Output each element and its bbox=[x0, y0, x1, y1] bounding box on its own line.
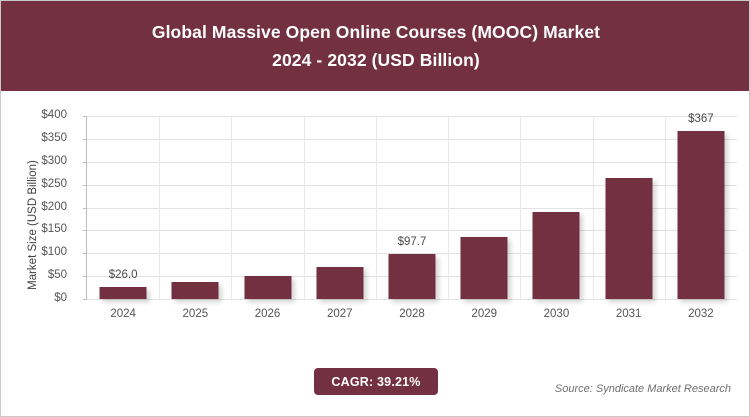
bar[interactable] bbox=[460, 236, 508, 299]
bar-value-label: $367 bbox=[688, 113, 714, 126]
chart-header-banner: Global Massive Open Online Courses (MOOC… bbox=[1, 1, 749, 91]
bar-slot: $367 bbox=[665, 113, 737, 299]
x-axis-tick-label: 2024 bbox=[110, 308, 136, 320]
vertical-gridline bbox=[231, 116, 233, 299]
x-axis-tick-label: 2026 bbox=[254, 308, 281, 320]
bar-slot bbox=[593, 116, 665, 299]
x-axis-tick-label: 2025 bbox=[182, 308, 209, 320]
bar[interactable] bbox=[99, 287, 147, 299]
y-axis-tickmark bbox=[83, 276, 87, 278]
x-axis-tick-label: 2031 bbox=[615, 308, 642, 320]
gridline bbox=[87, 184, 737, 186]
bar[interactable] bbox=[244, 275, 292, 299]
vertical-gridline bbox=[448, 116, 450, 299]
y-axis-tick-label: $0 bbox=[54, 292, 67, 304]
vertical-gridline bbox=[375, 116, 377, 299]
y-axis-tick-label: $250 bbox=[41, 177, 67, 190]
gridline bbox=[87, 116, 737, 117]
vertical-gridline bbox=[159, 116, 161, 299]
source-note: Source: Syndicate Market Research bbox=[554, 383, 731, 395]
vertical-gridline bbox=[520, 116, 522, 299]
y-axis-tickmark bbox=[83, 299, 87, 300]
bar[interactable] bbox=[316, 266, 364, 299]
y-axis-tick-label: $400 bbox=[41, 109, 67, 121]
y-axis-tickmark bbox=[83, 230, 87, 232]
gridline bbox=[87, 161, 737, 163]
x-axis-tick-label: 2027 bbox=[326, 308, 353, 320]
gridline bbox=[87, 299, 737, 300]
bar-slot bbox=[159, 116, 231, 299]
y-axis-tickmark bbox=[83, 207, 87, 209]
chart-plot-container: Market Size (USD Billion) $0 $50 $100 $150 $… bbox=[1, 91, 749, 416]
bar[interactable] bbox=[605, 178, 653, 299]
gridline bbox=[87, 253, 737, 255]
y-axis-tickmark bbox=[83, 138, 87, 140]
x-axis-tick-label: 2028 bbox=[399, 308, 425, 320]
vertical-gridline bbox=[303, 116, 305, 299]
bar-slot bbox=[231, 116, 303, 299]
y-axis-tick-label: $300 bbox=[41, 154, 67, 167]
bar-value-label: $97.7 bbox=[397, 236, 427, 249]
chart-title-line-2: 2024 - 2032 (USD Billion) bbox=[272, 50, 480, 70]
y-axis-tick-label: $350 bbox=[41, 131, 67, 144]
plot-area: $0 $50 $100 $150 $200 $250 $300 $350 $400 $26.0 $… bbox=[41, 109, 737, 320]
bar-slot bbox=[448, 116, 520, 299]
bar-value-label: $26.0 bbox=[108, 269, 138, 282]
y-axis-tickmark bbox=[83, 184, 87, 186]
y-axis-tick-label: $200 bbox=[41, 200, 67, 213]
gridline bbox=[87, 230, 737, 232]
y-axis-tick-label: $100 bbox=[41, 246, 67, 259]
bar-slot bbox=[520, 116, 592, 299]
bar[interactable] bbox=[532, 212, 580, 299]
y-axis-tickmark bbox=[83, 253, 87, 255]
vertical-gridline bbox=[592, 116, 594, 299]
bar[interactable] bbox=[388, 254, 436, 299]
y-axis-tickmark bbox=[83, 161, 87, 163]
x-axis-tick-label: 2032 bbox=[688, 308, 714, 320]
y-axis-tick-label: $50 bbox=[47, 269, 67, 282]
bar[interactable] bbox=[677, 131, 725, 299]
bar-slot bbox=[304, 116, 376, 299]
chart-title-line-1: Global Massive Open Online Courses (MOOC… bbox=[151, 22, 601, 42]
y-axis-tickmark bbox=[83, 116, 87, 117]
gridline bbox=[87, 207, 737, 209]
bar-slot: $97.7 bbox=[376, 116, 448, 299]
cagr-badge: CAGR: 39.21% bbox=[314, 368, 438, 395]
bar-slot: $26.0 bbox=[87, 116, 159, 299]
vertical-gridline bbox=[664, 116, 666, 299]
gridline bbox=[87, 138, 737, 140]
x-axis-tick-label: 2029 bbox=[471, 308, 498, 320]
bar[interactable] bbox=[171, 282, 219, 299]
x-axis-tick-label: 2030 bbox=[543, 308, 570, 320]
y-axis-tick-label: $150 bbox=[41, 223, 67, 236]
cagr-badge-label: CAGR: 39.21% bbox=[331, 374, 421, 389]
